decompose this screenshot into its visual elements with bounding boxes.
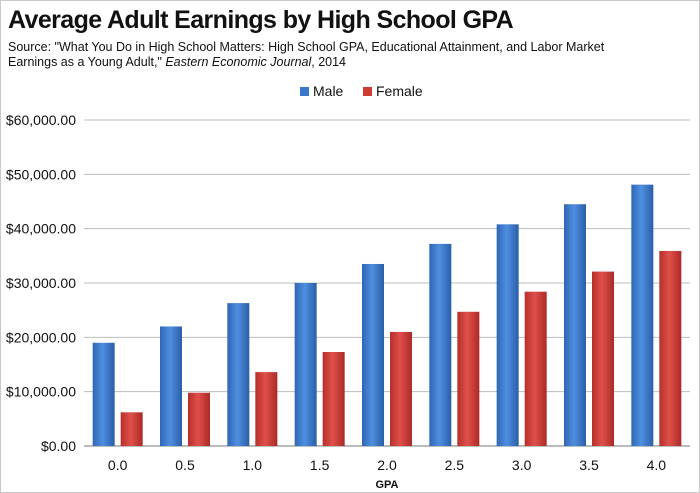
x-tick-label: 4.0 xyxy=(647,457,667,473)
y-tick-label: $0.00 xyxy=(41,438,76,454)
bar-male-4.0 xyxy=(631,184,654,446)
y-tick-label: $20,000.00 xyxy=(6,329,76,345)
y-axis-ticks: $0.00 $10,000.00 $20,000.00 $30,000.00 $40,0… xyxy=(6,112,76,454)
legend-swatch-female xyxy=(363,87,372,96)
bar-female-4.0 xyxy=(659,250,682,446)
bar-female-2.5 xyxy=(457,311,480,446)
source-journal: Eastern Economic Journal xyxy=(165,55,312,69)
bar-female-3.0 xyxy=(524,291,547,446)
x-tick-label: 1.0 xyxy=(243,457,263,473)
chart-title: Average Adult Earnings by High School GP… xyxy=(8,6,514,34)
legend-swatch-male xyxy=(300,87,309,96)
bar-male-3.0 xyxy=(496,224,519,446)
bar-female-0.0 xyxy=(120,412,143,446)
x-tick-label: 3.5 xyxy=(579,457,599,473)
y-tick-label: $60,000.00 xyxy=(6,112,76,128)
bar-female-1.5 xyxy=(322,352,345,446)
bar-male-0.5 xyxy=(160,326,182,446)
legend-label-female: Female xyxy=(376,83,423,99)
chart-source: Source: "What You Do in High School Matt… xyxy=(8,40,608,70)
bar-male-2.0 xyxy=(362,263,384,446)
bars xyxy=(92,184,682,446)
x-tick-label: 3.0 xyxy=(512,457,532,473)
x-axis-ticks: 0.0 0.5 1.0 1.5 2.0 2.5 3.0 3.5 4.0 xyxy=(108,457,666,473)
bar-female-2.0 xyxy=(390,331,412,446)
x-axis-title: GPA xyxy=(375,479,398,491)
source-suffix: , 2014 xyxy=(311,55,347,69)
bar-female-0.5 xyxy=(188,392,210,446)
bar-male-0.0 xyxy=(92,342,115,446)
legend-label-male: Male xyxy=(313,83,344,99)
x-tick-label: 1.5 xyxy=(310,457,330,473)
y-tick-label: $10,000.00 xyxy=(6,384,76,400)
x-tick-label: 0.5 xyxy=(175,457,195,473)
y-tick-label: $40,000.00 xyxy=(6,221,76,237)
bar-male-1.5 xyxy=(294,283,317,446)
gridlines xyxy=(84,119,690,447)
y-tick-label: $30,000.00 xyxy=(6,275,76,291)
x-tick-label: 0.0 xyxy=(108,457,128,473)
x-tick-label: 2.5 xyxy=(445,457,465,473)
source-prefix: Source: "What You Do in High School Matt… xyxy=(8,40,605,69)
y-tick-label: $50,000.00 xyxy=(6,166,76,182)
x-tick-label: 2.0 xyxy=(377,457,397,473)
bar-male-2.5 xyxy=(429,243,452,446)
legend: Male Female xyxy=(300,83,423,99)
bar-male-3.5 xyxy=(564,204,586,446)
bar-female-1.0 xyxy=(255,372,278,446)
bar-male-1.0 xyxy=(227,303,250,446)
bar-female-3.5 xyxy=(592,271,614,446)
